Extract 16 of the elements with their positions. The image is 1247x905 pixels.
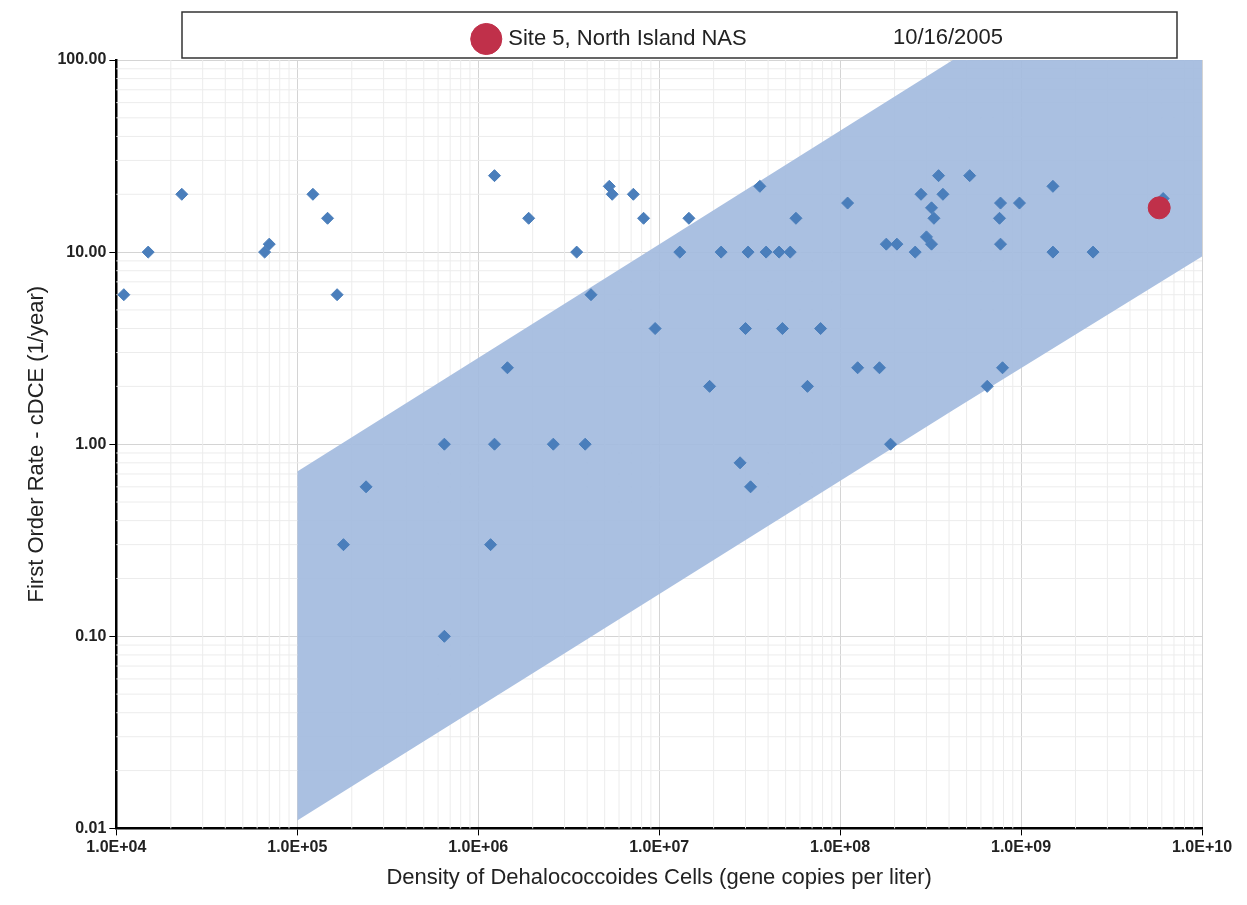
x-tick-label: 1.0E+09 [991, 838, 1052, 856]
y-axis-title: First Order Rate - cDCE (1/year) [23, 285, 49, 603]
x-tick-label: 1.0E+06 [448, 838, 509, 856]
x-axis-title: Density of Dehalococcoides Cells (gene copies per liter) [386, 863, 932, 889]
x-tick-label: 1.0E+10 [1171, 838, 1233, 856]
text: 10/16/2005 [892, 24, 1004, 50]
x-tick-label: 1.0E+08 [810, 838, 871, 856]
y-tick-label: 100.00 [57, 50, 107, 68]
legend-label: Site 5, North Island NAS [508, 25, 747, 51]
y-tick-label: 0.10 [75, 626, 107, 644]
x-tick-label: 1.0E+04 [86, 838, 147, 856]
x-tick-label: 1.0E+05 [267, 838, 328, 856]
y-tick-label: 0.01 [75, 818, 107, 836]
y-tick-label: 10.00 [66, 242, 107, 260]
x-tick-label: 1.0E+07 [629, 838, 690, 856]
y-tick-label: 1.00 [75, 434, 107, 452]
